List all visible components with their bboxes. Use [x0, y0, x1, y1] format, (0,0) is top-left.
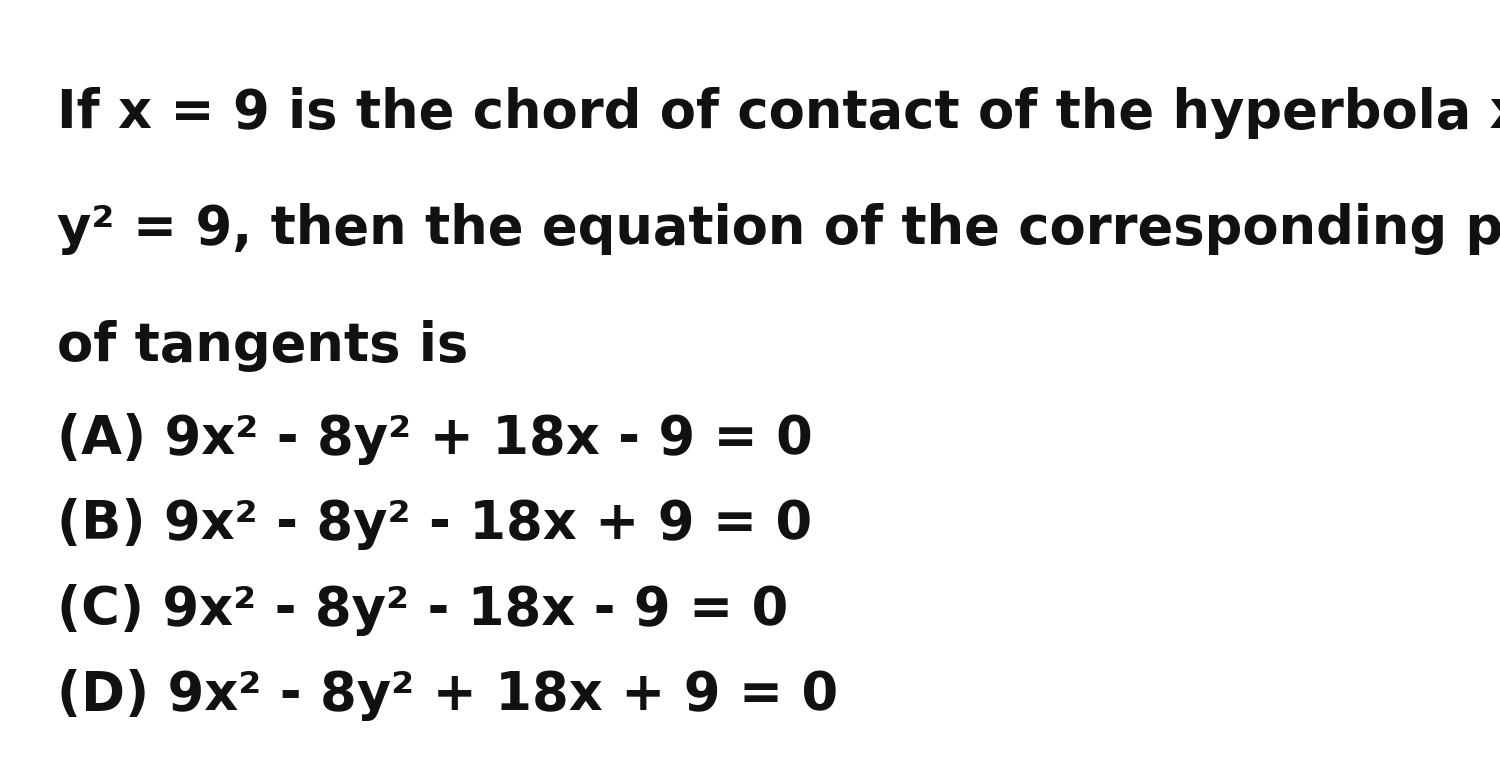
Text: y² = 9, then the equation of the corresponding pair: y² = 9, then the equation of the corresp…	[57, 203, 1500, 255]
Text: (B) 9x² - 8y² - 18x + 9 = 0: (B) 9x² - 8y² - 18x + 9 = 0	[57, 498, 812, 550]
Text: (A) 9x² - 8y² + 18x - 9 = 0: (A) 9x² - 8y² + 18x - 9 = 0	[57, 413, 813, 465]
Text: (C) 9x² - 8y² - 18x - 9 = 0: (C) 9x² - 8y² - 18x - 9 = 0	[57, 584, 789, 636]
Text: If x = 9 is the chord of contact of the hyperbola x² -: If x = 9 is the chord of contact of the …	[57, 87, 1500, 139]
Text: of tangents is: of tangents is	[57, 320, 468, 372]
Text: (D) 9x² - 8y² + 18x + 9 = 0: (D) 9x² - 8y² + 18x + 9 = 0	[57, 669, 838, 721]
